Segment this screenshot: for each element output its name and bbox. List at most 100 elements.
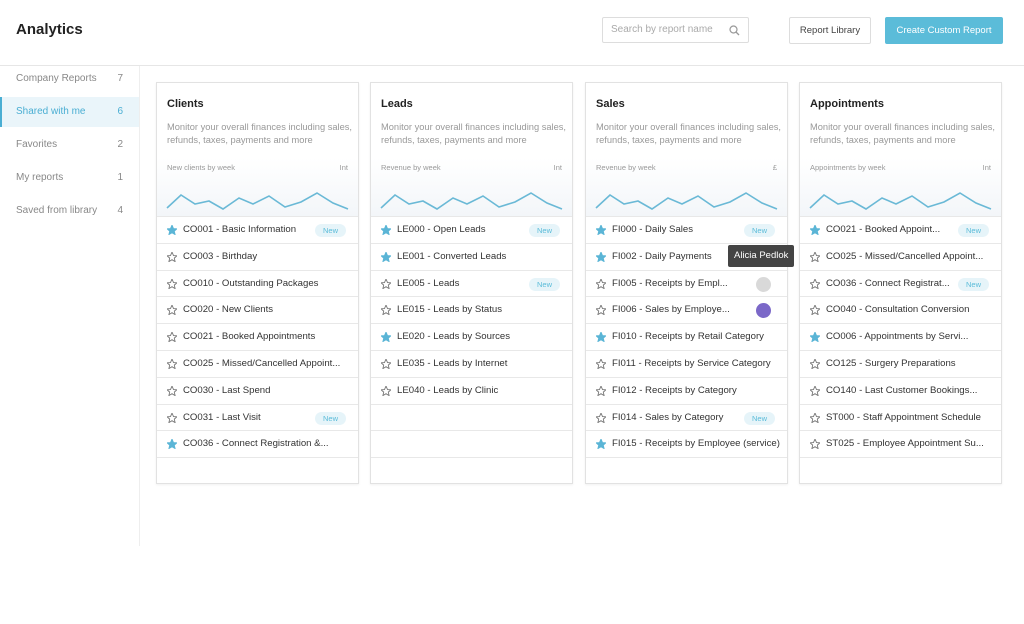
report-row[interactable]: CO010 - Outstanding Packages	[157, 269, 358, 298]
star-icon[interactable]	[810, 359, 820, 369]
report-row[interactable]: CO025 - Missed/Cancelled Appoint...	[157, 350, 358, 378]
star-icon[interactable]	[381, 359, 391, 369]
report-row[interactable]: ST000 - Staff Appointment Schedule	[800, 403, 1001, 432]
star-icon[interactable]	[381, 332, 391, 343]
star-shape	[810, 332, 820, 343]
report-row[interactable]: CO036 - Connect Registrat... New	[800, 269, 1001, 298]
create-report-button[interactable]: Create Custom Report	[885, 17, 1003, 44]
card-title: Appointments	[810, 98, 884, 110]
star-icon[interactable]	[810, 332, 820, 343]
report-name: CO025 - Missed/Cancelled Appoint...	[826, 250, 984, 262]
report-row[interactable]: CO040 - Consultation Conversion	[800, 296, 1001, 324]
star-icon[interactable]	[596, 225, 606, 235]
star-icon[interactable]	[596, 305, 606, 316]
star-icon[interactable]	[381, 385, 391, 396]
report-name: FI012 - Receipts by Category	[612, 384, 737, 396]
star-icon[interactable]	[381, 225, 391, 235]
report-row[interactable]: LE040 - Leads by Clinic	[371, 376, 572, 405]
report-row[interactable]: CO031 - Last Visit New	[157, 403, 358, 432]
star-icon[interactable]	[167, 251, 177, 262]
report-row[interactable]: FI014 - Sales by Category New	[586, 403, 787, 432]
report-row[interactable]: CO021 - Booked Appoint... New	[800, 216, 1001, 244]
report-row[interactable]: CO140 - Last Customer Bookings...	[800, 376, 1001, 405]
search-icon	[729, 25, 740, 36]
sidebar-item[interactable]: My reports 1	[0, 163, 139, 193]
star-icon[interactable]	[381, 305, 391, 316]
report-row[interactable]: CO030 - Last Spend	[157, 376, 358, 405]
star-icon[interactable]	[596, 412, 606, 423]
report-row[interactable]: LE020 - Leads by Sources	[371, 323, 572, 351]
report-row[interactable]: CO036 - Connect Registration &...	[157, 430, 358, 458]
star-icon[interactable]	[167, 225, 177, 235]
star-shape	[167, 412, 177, 423]
report-row[interactable]: FI012 - Receipts by Category	[586, 376, 787, 405]
star-icon[interactable]	[167, 412, 177, 423]
sidebar-item[interactable]: Company Reports 7	[0, 64, 139, 94]
report-row[interactable]: FI000 - Daily Sales New	[586, 216, 787, 244]
report-name: CO020 - New Clients	[183, 304, 274, 316]
sidebar-item[interactable]: Saved from library 4	[0, 196, 139, 226]
report-row[interactable]: FI006 - Sales by Employe...	[586, 296, 787, 324]
star-icon[interactable]	[167, 359, 177, 369]
star-icon[interactable]	[810, 251, 820, 262]
report-row[interactable]: CO001 - Basic Information New	[157, 216, 358, 244]
card-title: Sales	[596, 98, 625, 110]
chart-unit: Int	[553, 163, 562, 172]
report-card: Appointments Monitor your overall finance…	[799, 82, 1002, 484]
report-name: CO006 - Appointments by Servi...	[826, 331, 969, 343]
chart-label: Revenue by week	[381, 163, 441, 172]
star-icon[interactable]	[596, 359, 606, 369]
report-name: LE000 - Open Leads	[397, 224, 486, 235]
report-row[interactable]: FI015 - Receipts by Employee (service)	[586, 430, 787, 458]
report-row[interactable]: CO021 - Booked Appointments	[157, 323, 358, 351]
star-shape	[381, 332, 391, 343]
report-name: LE035 - Leads by Internet	[397, 358, 508, 369]
star-icon[interactable]	[596, 251, 606, 262]
star-icon[interactable]	[810, 385, 820, 396]
star-icon[interactable]	[810, 412, 820, 423]
search-box[interactable]: Search by report name	[602, 17, 749, 43]
star-icon[interactable]	[596, 278, 606, 289]
report-row[interactable]: CO025 - Missed/Cancelled Appoint...	[800, 242, 1001, 271]
star-icon[interactable]	[167, 385, 177, 396]
report-row[interactable]: FI002 - Daily Payments	[586, 242, 787, 271]
report-row[interactable]: LE000 - Open Leads New	[371, 216, 572, 244]
report-name: CO040 - Consultation Conversion	[826, 304, 970, 316]
report-row[interactable]: CO125 - Surgery Preparations	[800, 350, 1001, 378]
star-icon[interactable]	[810, 439, 820, 450]
star-shape	[167, 439, 177, 450]
star-icon[interactable]	[810, 225, 820, 235]
sparkline	[380, 192, 563, 210]
report-row[interactable]: FI005 - Receipts by Empl...	[586, 269, 787, 298]
report-row[interactable]: LE035 - Leads by Internet	[371, 350, 572, 378]
star-icon[interactable]	[596, 385, 606, 396]
star-icon[interactable]	[167, 278, 177, 289]
sidebar-item[interactable]: Favorites 2	[0, 130, 139, 160]
report-row[interactable]: FI011 - Receipts by Service Category	[586, 350, 787, 378]
sidebar-count: 4	[117, 205, 123, 216]
report-row[interactable]: LE015 - Leads by Status	[371, 296, 572, 324]
report-row[interactable]: CO003 - Birthday	[157, 242, 358, 271]
star-icon[interactable]	[596, 439, 606, 450]
report-row[interactable]: LE005 - Leads New	[371, 269, 572, 298]
report-row	[586, 457, 787, 485]
report-library-button[interactable]: Report Library	[789, 17, 871, 44]
star-icon[interactable]	[381, 251, 391, 262]
report-row[interactable]: FI010 - Receipts by Retail Category	[586, 323, 787, 351]
star-icon[interactable]	[167, 332, 177, 343]
report-row[interactable]: CO006 - Appointments by Servi...	[800, 323, 1001, 351]
report-row[interactable]: ST025 - Employee Appointment Su...	[800, 430, 1001, 458]
sparkline	[809, 192, 992, 210]
report-row[interactable]: LE001 - Converted Leads	[371, 242, 572, 271]
sidebar-item[interactable]: Shared with me 6	[0, 97, 139, 127]
star-icon[interactable]	[167, 439, 177, 450]
star-icon[interactable]	[810, 278, 820, 289]
report-name: FI014 - Sales by Category	[612, 411, 724, 423]
star-icon[interactable]	[810, 305, 820, 316]
star-icon[interactable]	[381, 278, 391, 289]
star-icon[interactable]	[596, 332, 606, 343]
star-icon[interactable]	[167, 305, 177, 316]
star-shape	[810, 225, 820, 235]
report-row[interactable]: CO020 - New Clients	[157, 296, 358, 324]
